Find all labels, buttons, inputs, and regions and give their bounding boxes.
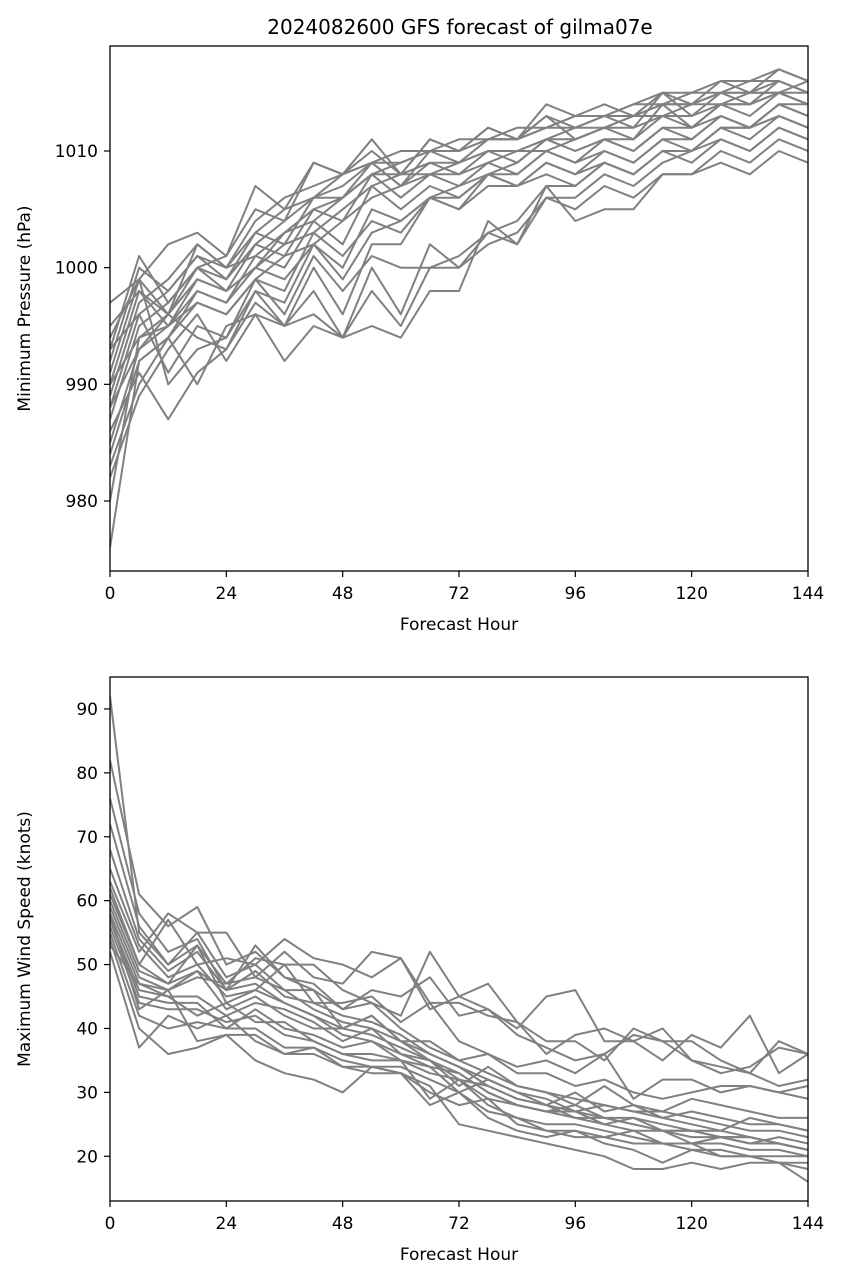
wind-y-tick-label: 80: [76, 764, 98, 784]
pressure-series-line-13: [110, 103, 808, 327]
pressure-x-tick-label: 144: [792, 584, 824, 604]
wind-series-line-1: [110, 696, 808, 1151]
wind-y-tick-label: 60: [76, 892, 98, 912]
pressure-series-line-3: [110, 91, 808, 467]
wind-x-tick-label: 120: [675, 1214, 707, 1234]
wind-x-tick-label: 144: [792, 1214, 824, 1234]
pressure-x-tick-label: 24: [216, 584, 238, 604]
pressure-x-axis-label: Forecast Hour: [400, 615, 518, 635]
pressure-series-line-17: [110, 138, 808, 455]
wind-y-tick-label: 70: [76, 828, 98, 848]
wind-x-tick-label: 0: [105, 1214, 116, 1234]
wind-y-tick-label: 20: [76, 1147, 98, 1167]
pressure-y-tick-label: 1010: [55, 142, 98, 162]
wind-series-line-6: [110, 868, 808, 1151]
pressure-series-line-9: [110, 91, 808, 373]
wind-series-line-20: [110, 913, 808, 1158]
wind-x-tick-label: 96: [565, 1214, 587, 1234]
pressure-series-line-8: [110, 80, 808, 385]
wind-x-axis-label: Forecast Hour: [400, 1245, 518, 1265]
pressure-series-line-20: [110, 103, 808, 374]
wind-series-line-12: [110, 913, 808, 1100]
wind-y-tick-label: 30: [76, 1083, 98, 1103]
wind-series-line-8: [110, 887, 808, 1075]
pressure-x-tick-label: 72: [448, 584, 470, 604]
wind-x-tick-label: 48: [332, 1214, 354, 1234]
wind-y-tick-label: 50: [76, 956, 98, 976]
chart-title: 2024082600 GFS forecast of gilma07e: [267, 15, 652, 39]
wind-y-tick-label: 40: [76, 1019, 98, 1039]
pressure-series-line-16: [110, 150, 808, 479]
pressure-series-line-12: [110, 126, 808, 339]
pressure-series-line-19: [110, 115, 808, 385]
pressure-series-line-15: [110, 91, 808, 432]
pressure-y-tick-label: 990: [66, 375, 98, 395]
pressure-y-tick-label: 980: [66, 492, 98, 512]
pressure-series-line-5: [110, 80, 808, 420]
pressure-y-axis-label: Minimum Pressure (hPa): [15, 205, 35, 411]
pressure-y-tick-label: 1000: [55, 259, 98, 279]
wind-y-axis-label: Maximum Wind Speed (knots): [15, 811, 35, 1067]
pressure-x-tick-label: 48: [332, 584, 354, 604]
pressure-x-tick-label: 96: [565, 584, 587, 604]
wind-plot-frame: [109, 676, 809, 1202]
pressure-plot-frame: [109, 45, 809, 572]
wind-panel: 0 24 48 72 96 120 144 20 30 40 50 60 70 80 90 Forecast …: [15, 676, 824, 1265]
pressure-panel: 0 24 48 72 96 120 144 980 990 1000 1010 Forecast Ho…: [15, 45, 824, 635]
pressure-x-tick-label: 0: [105, 584, 116, 604]
wind-x-tick-label: 24: [216, 1214, 238, 1234]
pressure-x-tick-label: 120: [675, 584, 707, 604]
pressure-series-line-6: [110, 68, 808, 408]
wind-y-tick-label: 90: [76, 700, 98, 720]
wind-series-line-10: [110, 900, 808, 1087]
wind-series-line-18: [110, 951, 808, 1183]
wind-x-tick-label: 72: [448, 1214, 470, 1234]
wind-series-line-11: [110, 906, 808, 1100]
wind-series-line-7: [110, 881, 808, 1075]
